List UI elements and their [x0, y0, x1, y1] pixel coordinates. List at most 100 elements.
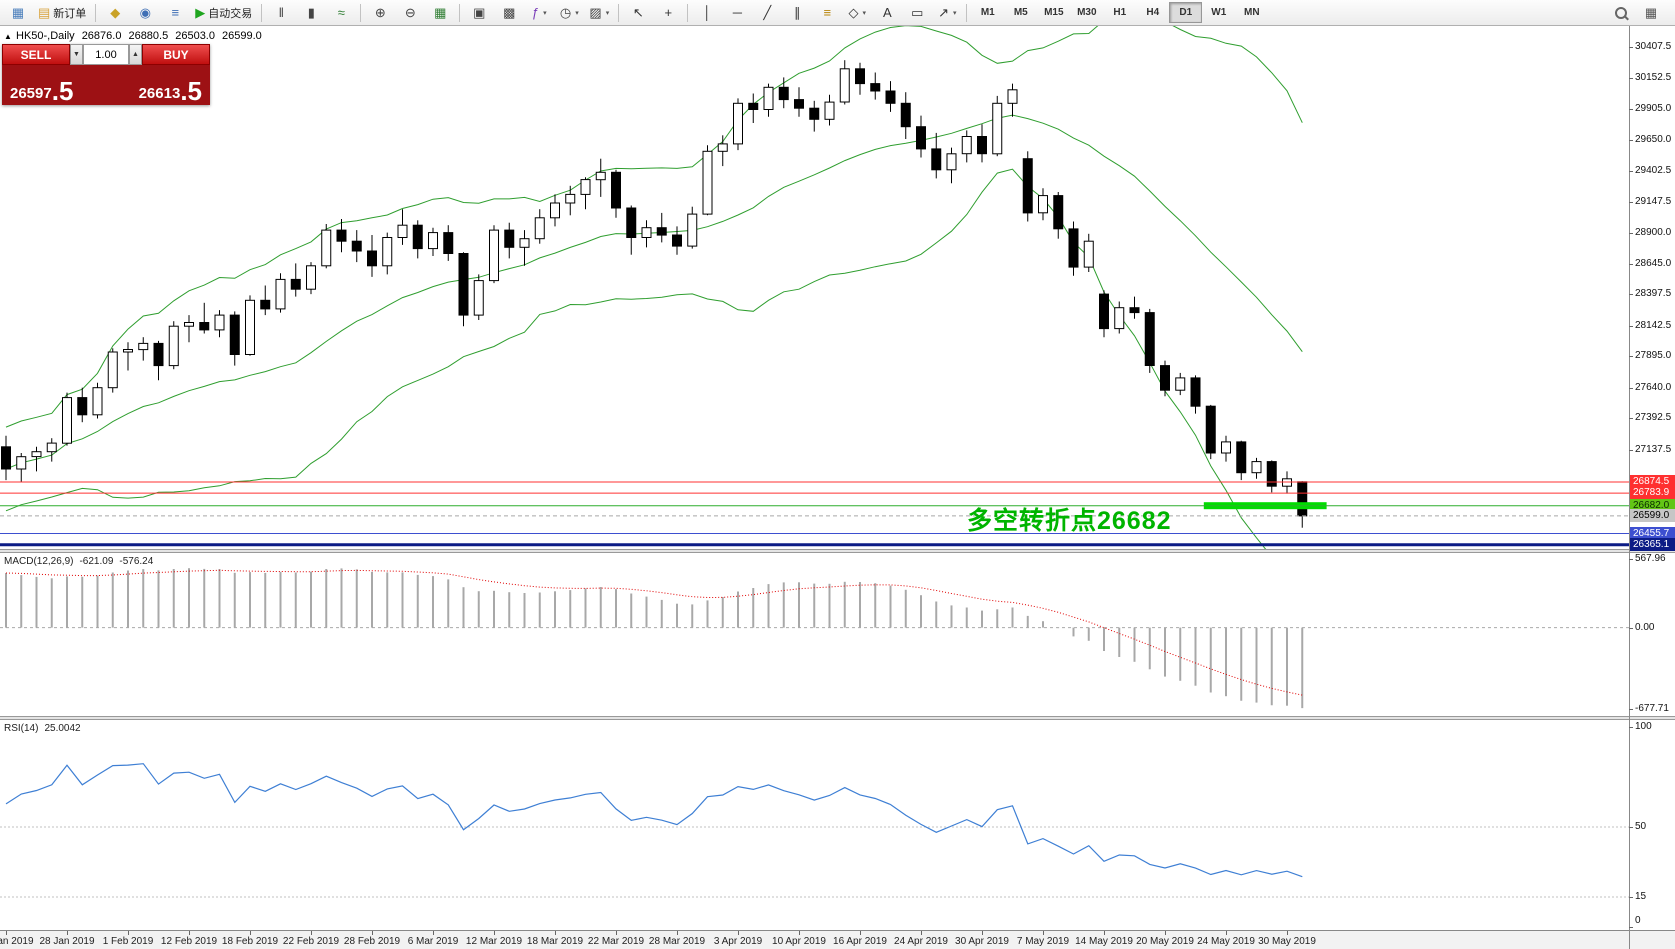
- date-axis-label: 24 May 2019: [1197, 936, 1255, 947]
- date-axis-label: 20 May 2019: [1136, 936, 1194, 947]
- volume-decrease-button[interactable]: ▼: [70, 44, 83, 65]
- date-axis-label: 7 May 2019: [1016, 936, 1070, 947]
- timeframe-M30-button[interactable]: M30: [1077, 7, 1097, 18]
- price-tag-26783.9[interactable]: 26783.9: [1630, 486, 1675, 499]
- timeframe-MN-button[interactable]: MN: [1244, 7, 1260, 18]
- new-order-button[interactable]: ▤ 新订单: [34, 2, 90, 24]
- buy-button[interactable]: BUY: [142, 44, 210, 65]
- horizontal-line-icon[interactable]: ─: [723, 2, 751, 24]
- timeframe-M5-button[interactable]: M5: [1013, 7, 1028, 18]
- date-axis-label: 28 Jan 2019: [39, 936, 95, 947]
- crosshair-icon[interactable]: +: [654, 2, 682, 24]
- zoom-out-icon: ⊖: [404, 5, 416, 20]
- date-axis-tick: [6, 931, 7, 935]
- market-watch-icon[interactable]: ≡: [161, 2, 189, 24]
- price-axis-label: 27895.0: [1635, 350, 1672, 361]
- layout-icon[interactable]: ▦: [1637, 2, 1665, 24]
- price-tag-26365.1[interactable]: 26365.1: [1630, 538, 1675, 551]
- timeframe-M15-button[interactable]: M15: [1044, 7, 1064, 18]
- date-axis-tick: [67, 931, 68, 935]
- profiles-icon[interactable]: ◉: [131, 2, 159, 24]
- tile-windows-icon[interactable]: ▦: [426, 2, 454, 24]
- vertical-line-icon[interactable]: │: [693, 2, 721, 24]
- text-label-icon[interactable]: ▭: [903, 2, 931, 24]
- toolbar-separator: [95, 3, 97, 22]
- macd-axis-tick: [1629, 709, 1633, 710]
- dropdown-caret-icon: ▾: [543, 9, 547, 17]
- macd-signal-line: [5, 569, 1303, 696]
- zoom-in-icon[interactable]: ⊕: [366, 2, 394, 24]
- date-axis-label: 6 Mar 2019: [407, 936, 459, 947]
- tile-windows-icon: ▦: [434, 5, 447, 20]
- shapes-icon: ◇: [848, 5, 859, 20]
- annotation-text[interactable]: 多空转折点26682: [967, 507, 1172, 535]
- timeframe-H4-button[interactable]: H4: [1146, 7, 1160, 18]
- price-tag-26682.0[interactable]: 26682.0: [1630, 499, 1675, 512]
- autotrade-button-label: 自动交易: [208, 7, 253, 20]
- text-icon[interactable]: A: [873, 2, 901, 24]
- search-icon[interactable]: [1607, 2, 1635, 24]
- date-axis-tick: [1043, 931, 1044, 935]
- date-axis-label: 18 Feb 2019: [221, 936, 279, 947]
- rsi-label: RSI(14) 25.0042: [4, 723, 81, 734]
- price-axis-border: [1629, 25, 1630, 949]
- cursor-icon[interactable]: ↖: [624, 2, 652, 24]
- indicators-icon: ƒ: [531, 5, 540, 20]
- timeframe-D1-button[interactable]: D1: [1169, 2, 1203, 23]
- channel-icon[interactable]: ∥: [783, 2, 811, 24]
- price-tag-26599.0[interactable]: 26599.0: [1630, 509, 1675, 522]
- arrows-icon: ↗: [938, 5, 949, 20]
- trendline-icon[interactable]: ╱: [753, 2, 781, 24]
- text-icon: A: [882, 5, 892, 20]
- new-order-button: ▤: [38, 5, 51, 20]
- shapes-icon[interactable]: ◇ ▾: [843, 2, 871, 24]
- date-axis: 22 Jan 2019 28 Jan 2019 1 Feb 2019 12 Feb 2…: [0, 930, 1675, 949]
- toolbar-separator: [966, 3, 968, 22]
- panel-separator[interactable]: [0, 549, 1675, 553]
- zoom-out-icon[interactable]: ⊖: [396, 2, 424, 24]
- price-axis-label: 27137.5: [1635, 444, 1672, 455]
- auto-scroll-icon: ▣: [473, 5, 486, 20]
- dropdown-caret-icon: ▾: [605, 9, 610, 17]
- sell-price-main: 26597: [10, 84, 52, 102]
- templates-icon[interactable]: ▨ ▾: [585, 2, 613, 24]
- panel-separator[interactable]: [0, 716, 1675, 720]
- autotrade-button[interactable]: ▶ 自动交易: [191, 2, 256, 24]
- date-axis-label: 12 Mar 2019: [465, 936, 523, 947]
- terminal-icon[interactable]: ▦: [4, 2, 32, 24]
- line-chart-icon[interactable]: ≈: [327, 2, 355, 24]
- price-tag-26455.7[interactable]: 26455.7: [1630, 527, 1675, 540]
- line-chart-icon: ≈: [337, 5, 345, 20]
- bar-chart-icon[interactable]: ǁ: [267, 2, 295, 24]
- auto-scroll-icon[interactable]: ▣: [465, 2, 493, 24]
- rsi-value: 25.0042: [44, 723, 81, 734]
- cursor-icon: ↖: [632, 5, 644, 20]
- chart-shift-icon[interactable]: ▩: [495, 2, 523, 24]
- volume-increase-button[interactable]: ▲: [129, 44, 142, 65]
- timeframe-M1-button[interactable]: M1: [980, 7, 995, 18]
- volume-input[interactable]: [83, 44, 129, 65]
- rsi-axis-tick: [1629, 927, 1633, 928]
- templates-icon: ▨: [589, 5, 602, 20]
- horizontal-lines[interactable]: [0, 481, 1629, 547]
- chart-pan-icon[interactable]: ◆: [101, 2, 129, 24]
- date-axis-tick: [372, 931, 373, 935]
- candlestick-chart-icon[interactable]: ▮: [297, 2, 325, 24]
- rsi-axis-tick: [1629, 727, 1633, 728]
- autotrade-button: ▶: [195, 5, 206, 20]
- chart-pan-icon: ◆: [110, 5, 121, 20]
- close-value: 26599.0: [221, 30, 262, 42]
- sell-button[interactable]: SELL: [2, 44, 70, 65]
- price-axis-label: 29402.5: [1635, 165, 1672, 176]
- price-tag-26874.5[interactable]: 26874.5: [1630, 475, 1675, 488]
- toolbar: ▦ ▤ 新订单 ◆ ◉ ≡ ▶ 自动交易 ǁ ▮ ≈ ⊕ ⊖ ▦ ▣ ▩ ƒ ▾ ◷ ▾ ▨ ▾ ↖ + │ ─ ╱ ∥ ≡ ◇ ▾ A ▭ ↗ ▾…: [0, 0, 1675, 26]
- fibonacci-icon[interactable]: ≡: [813, 2, 841, 24]
- one-click-collapse-icon[interactable]: ▲: [4, 32, 12, 41]
- arrows-icon[interactable]: ↗ ▾: [933, 2, 961, 24]
- timeframe-H1-button[interactable]: H1: [1113, 7, 1127, 18]
- periods-icon[interactable]: ◷ ▾: [555, 2, 583, 24]
- indicators-icon[interactable]: ƒ ▾: [525, 2, 553, 24]
- date-axis-tick: [311, 931, 312, 935]
- timeframe-W1-button[interactable]: W1: [1211, 7, 1227, 18]
